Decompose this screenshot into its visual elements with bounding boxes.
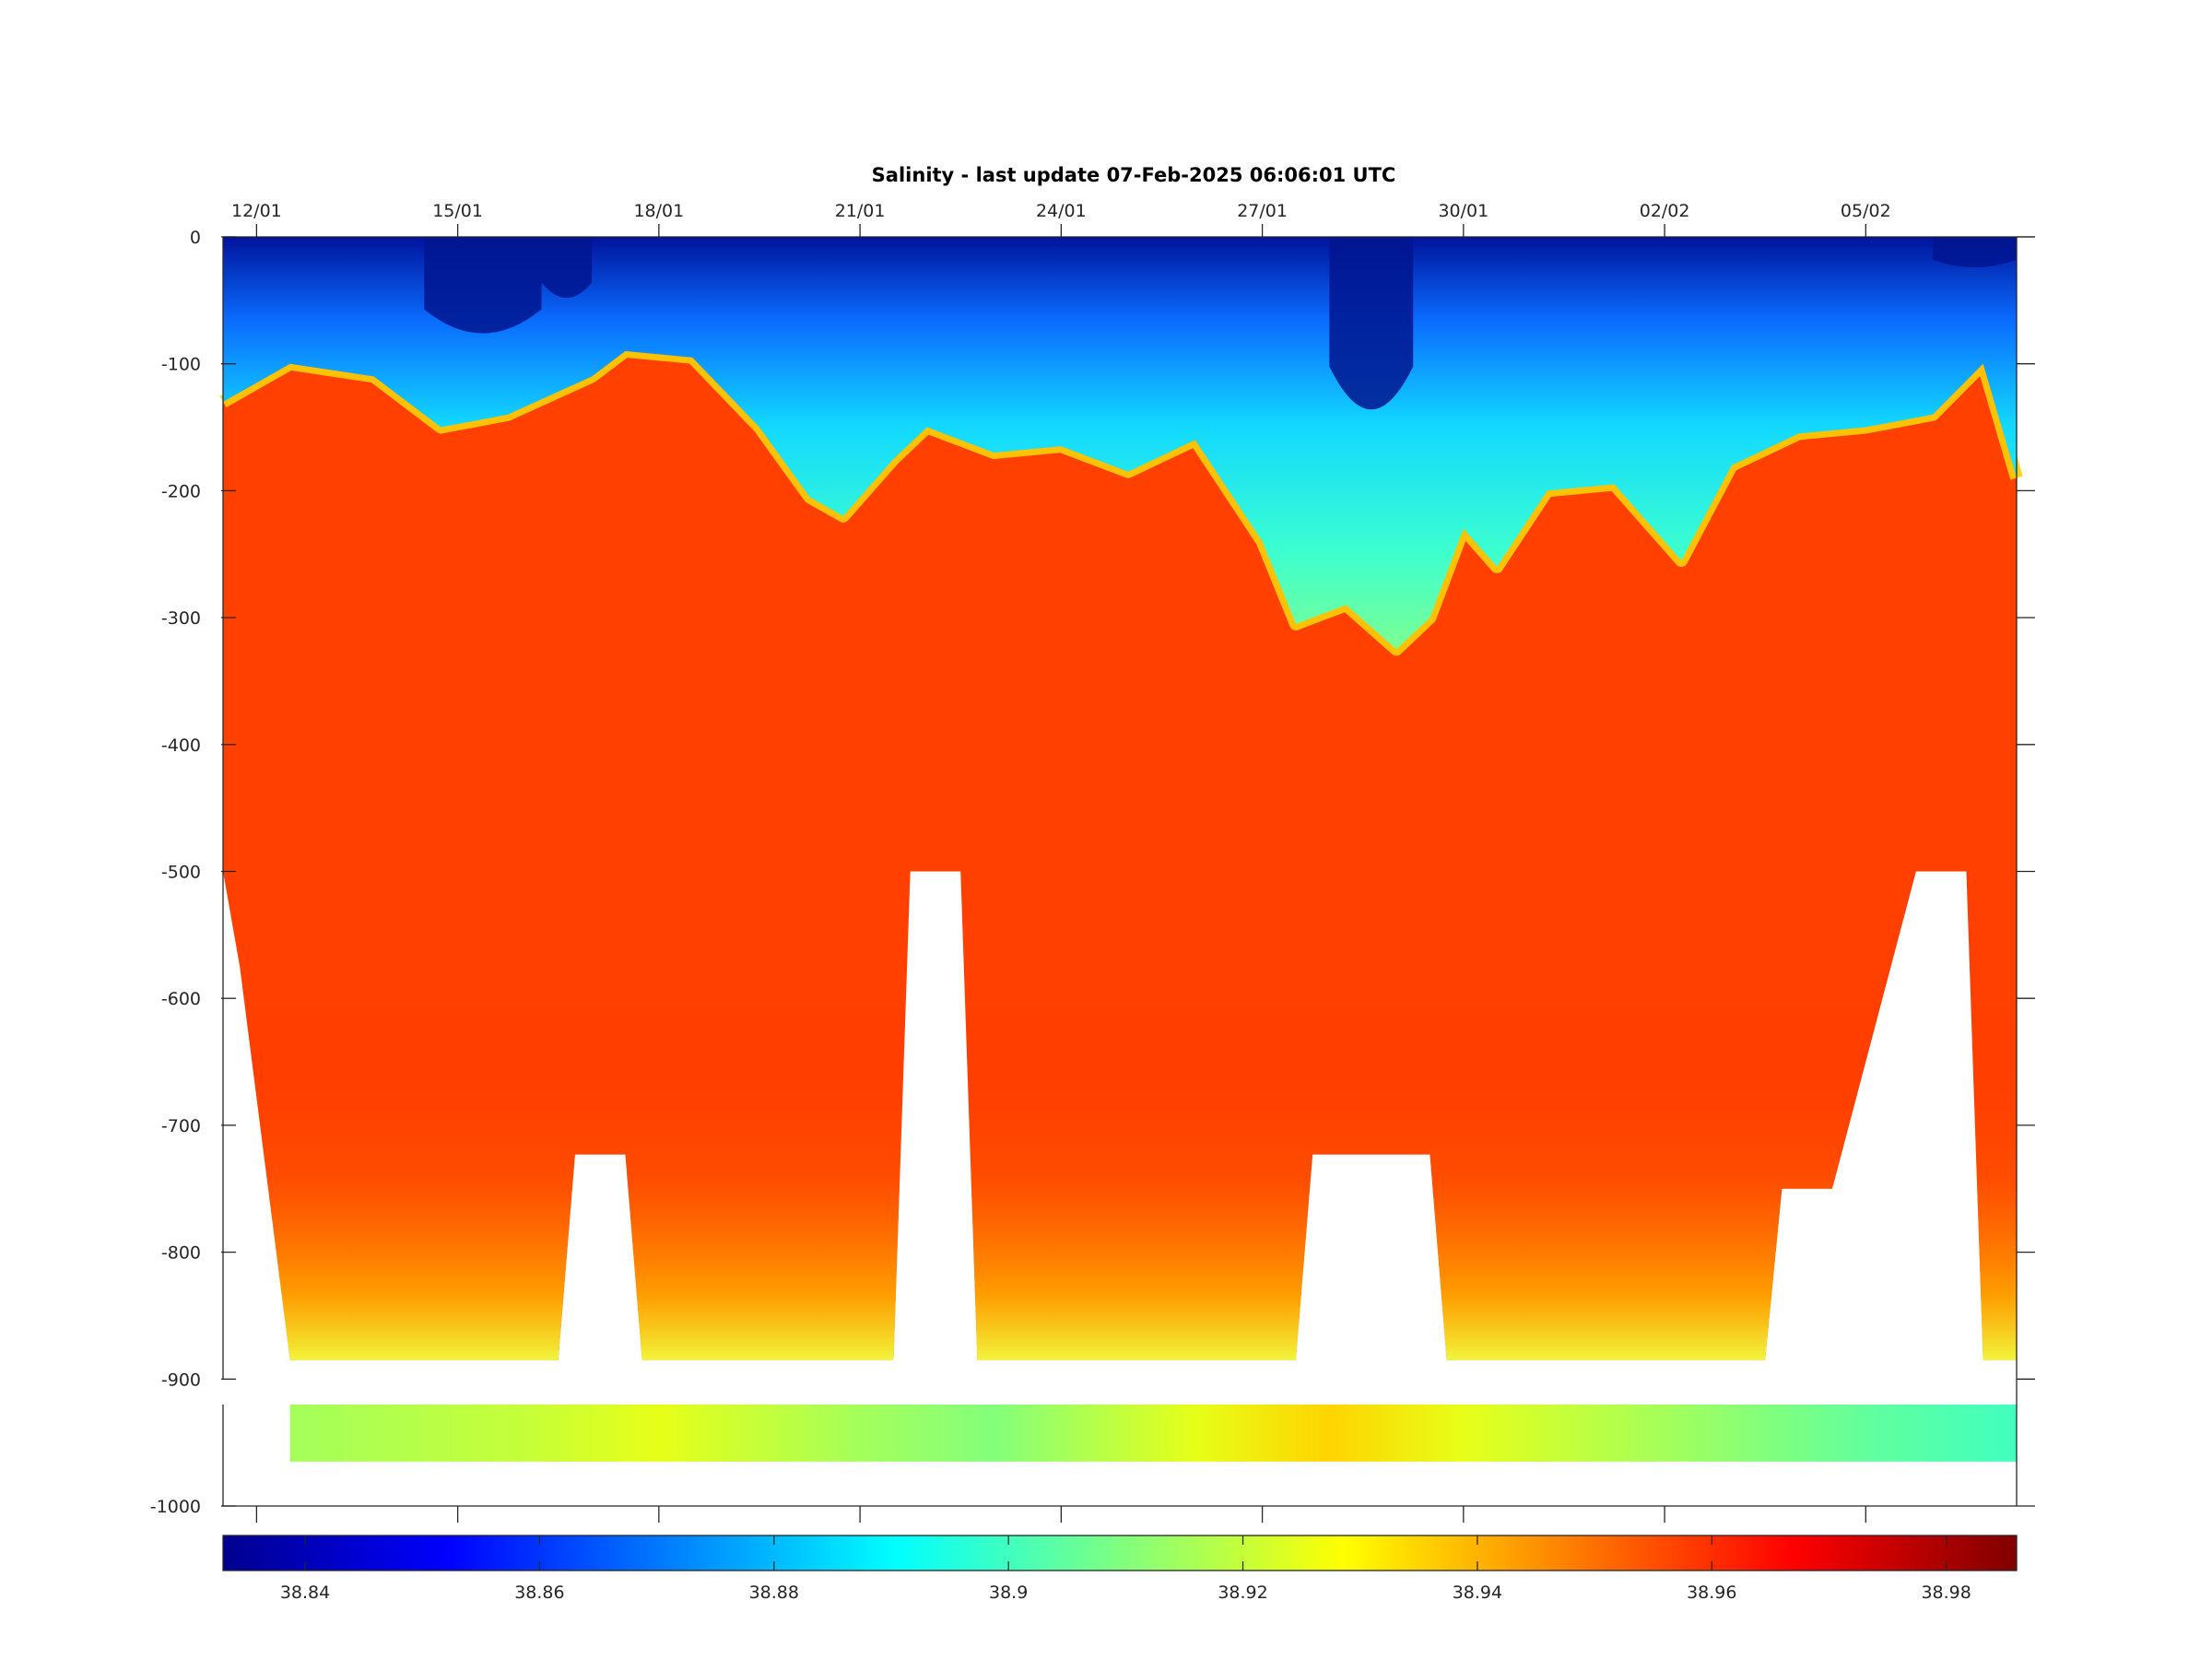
fresh-cap [424,237,542,334]
colorbar: 38.84 38.86 38.88 38.9 38.92 38.94 38.96 38.98 [222,1535,2018,1603]
colorbar-ramp [222,1535,2018,1571]
y-tick-label: -400 [161,735,201,756]
x-tick-label: 15/01 [432,201,483,221]
deep-band [289,1404,2017,1462]
y-tick-label: -100 [161,355,201,375]
x-tick-label: 12/01 [231,201,282,221]
y-tick-label: -300 [161,608,201,629]
colorbar-tick-label: 38.96 [1687,1583,1736,1603]
colorbar-tick-label: 38.88 [749,1583,799,1603]
fresh-cap [1329,237,1414,410]
colorbar-tick-label: 38.84 [280,1583,330,1603]
y-tick-label: -200 [161,481,201,501]
colorbar-tick-label: 38.98 [1921,1583,1971,1603]
y-tick-label: -700 [161,1116,201,1136]
y-tick-label: -900 [161,1370,201,1390]
x-tick-label: 24/01 [1036,201,1087,221]
x-tick-label: 30/01 [1438,201,1488,221]
y-tick-label: -600 [161,989,201,1009]
plot-area [219,237,2023,1462]
x-tick-label: 27/01 [1237,201,1288,221]
colorbar-tick-label: 38.9 [989,1583,1028,1603]
x-tick-label: 21/01 [835,201,886,221]
x-tick-label: 02/02 [1640,201,1690,221]
y-tick-label: -500 [161,863,201,883]
y-tick-label: -800 [161,1243,201,1264]
y-tick-label: -1000 [150,1497,201,1517]
bottom-gradient [223,237,2017,1360]
chart-title: Salinity - last update 07-Feb-2025 06:06… [872,164,1396,186]
x-tick-label: 18/01 [633,201,684,221]
y-tick-label: 0 [190,228,201,248]
colorbar-tick-label: 38.94 [1453,1583,1502,1603]
colorbar-tick-label: 38.86 [514,1583,564,1603]
fresh-cap [541,237,593,299]
axes: 0 -100 -200 -300 -400 -500 -600 -700 -800 -900 -10… [150,201,2035,1523]
fresh-cap [1933,237,2017,268]
fresh-layer [223,237,2017,650]
x-tick-label: 05/02 [1841,201,1891,221]
colorbar-tick-label: 38.92 [1218,1583,1267,1603]
